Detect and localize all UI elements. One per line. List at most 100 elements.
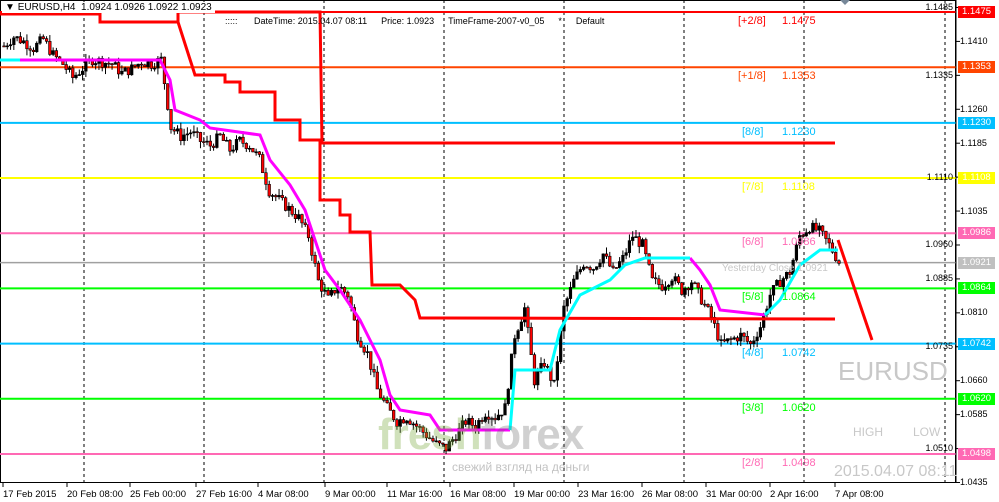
candle-body bbox=[539, 363, 543, 373]
candle-body bbox=[722, 339, 726, 342]
candle-body bbox=[80, 70, 85, 75]
x-axis-label: 16 Mar 08:00 bbox=[450, 489, 506, 500]
x-axis-label: 7 Apr 08:00 bbox=[835, 489, 884, 500]
candle-body bbox=[742, 332, 746, 337]
candle-body bbox=[198, 132, 203, 142]
candle-body bbox=[342, 287, 347, 293]
candle-body bbox=[133, 64, 137, 67]
candle-body bbox=[611, 265, 615, 268]
x-axis-label: 27 Feb 16:00 bbox=[196, 489, 252, 500]
candle-body bbox=[748, 341, 753, 345]
candle-body bbox=[22, 40, 26, 44]
candle-body bbox=[326, 290, 330, 296]
candle-body bbox=[316, 263, 320, 281]
murrey-label: [+2/8] bbox=[738, 15, 766, 27]
candle-body bbox=[228, 139, 232, 152]
y-axis-label: 1.0510 bbox=[925, 443, 953, 454]
candle-body bbox=[270, 195, 275, 197]
candle-body bbox=[798, 235, 802, 246]
candle-body bbox=[444, 443, 448, 452]
candle-body bbox=[640, 239, 645, 247]
info-prefix: ::::: bbox=[225, 16, 241, 26]
candle-body bbox=[821, 225, 825, 232]
candle-body bbox=[365, 351, 370, 353]
y-axis-label: 1.0735 bbox=[925, 341, 953, 352]
y-axis-ticks bbox=[956, 6, 960, 483]
murrey-value: 1.1353 bbox=[782, 70, 816, 83]
murrey-value: 1.0498 bbox=[782, 456, 816, 469]
trend-line-magenta bbox=[20, 58, 510, 432]
candle-body bbox=[529, 327, 533, 356]
murrey-value: 1.1230 bbox=[782, 125, 816, 138]
candle-body bbox=[608, 255, 612, 267]
candle-body bbox=[2, 45, 6, 48]
candle-body bbox=[182, 134, 186, 142]
candle-body bbox=[595, 266, 599, 270]
candle-body bbox=[545, 365, 550, 368]
candle-body bbox=[94, 63, 98, 66]
x-axis-label: 31 Mar 00:00 bbox=[706, 489, 762, 500]
candle-body bbox=[811, 222, 815, 233]
axis-price-tag: 1.0742 bbox=[958, 337, 995, 350]
candle-body bbox=[719, 339, 723, 341]
candle-body bbox=[401, 419, 406, 424]
candle-body bbox=[552, 379, 556, 382]
candle-body bbox=[614, 267, 618, 269]
x-axis-label: 2 Apr 16:00 bbox=[770, 489, 819, 500]
x-axis-label: 26 Mar 08:00 bbox=[642, 489, 698, 500]
candle-body bbox=[153, 67, 157, 70]
candle-body bbox=[287, 205, 291, 211]
freshforex-logo: freshforex bbox=[378, 410, 584, 459]
candle-body bbox=[490, 417, 494, 420]
candle-body bbox=[696, 282, 700, 289]
candle-body bbox=[667, 284, 671, 288]
candle-body bbox=[627, 240, 632, 253]
candle-body bbox=[729, 338, 733, 340]
candle-body bbox=[483, 416, 487, 422]
candle-body bbox=[234, 139, 239, 151]
candle-body bbox=[359, 340, 363, 348]
candle-body bbox=[509, 353, 514, 390]
candle-body bbox=[156, 58, 160, 69]
candle-body bbox=[660, 284, 664, 291]
y-axis-label: 1.0885 bbox=[925, 273, 953, 284]
candle-body bbox=[634, 236, 638, 238]
candle-body bbox=[218, 133, 222, 136]
logo-fresh: fresh bbox=[378, 410, 482, 459]
candle-body bbox=[752, 340, 756, 345]
candle-body bbox=[300, 214, 304, 224]
candle-body bbox=[71, 67, 75, 78]
y-axis-label: 1.1335 bbox=[925, 69, 953, 80]
candle-body bbox=[670, 280, 674, 286]
x-axis-label: 20 Feb 08:00 bbox=[67, 489, 123, 500]
y-axis-label: 1.0810 bbox=[960, 307, 988, 318]
candle-body bbox=[120, 70, 124, 75]
candle-body bbox=[185, 133, 189, 136]
murrey-value: 1.1475 bbox=[782, 15, 816, 27]
overlay-low: LOW bbox=[913, 425, 941, 439]
candle-body bbox=[313, 254, 317, 264]
murrey-value: 1.0742 bbox=[782, 346, 816, 359]
candle-body bbox=[755, 336, 759, 342]
axis-price-tag: 1.1108 bbox=[958, 172, 995, 185]
axis-price-tag: 1.1230 bbox=[958, 116, 995, 129]
candle-body bbox=[771, 285, 776, 296]
candle-body bbox=[604, 253, 609, 257]
candle-body bbox=[807, 231, 812, 234]
candle-body bbox=[709, 306, 713, 318]
candle-body bbox=[48, 41, 52, 55]
candle-body bbox=[179, 128, 183, 142]
candle-body bbox=[35, 42, 39, 53]
murrey-value: 1.0864 bbox=[782, 291, 816, 304]
y-axis-label: 1.0585 bbox=[960, 409, 988, 420]
candle-body bbox=[146, 61, 150, 67]
candle-body bbox=[241, 136, 245, 144]
candle-body bbox=[781, 278, 785, 287]
candle-body bbox=[618, 261, 622, 269]
candle-body bbox=[169, 109, 173, 130]
axis-price-tag: 1.0498 bbox=[958, 447, 995, 460]
candle-body bbox=[329, 290, 334, 296]
vertical-grid bbox=[83, 0, 946, 483]
